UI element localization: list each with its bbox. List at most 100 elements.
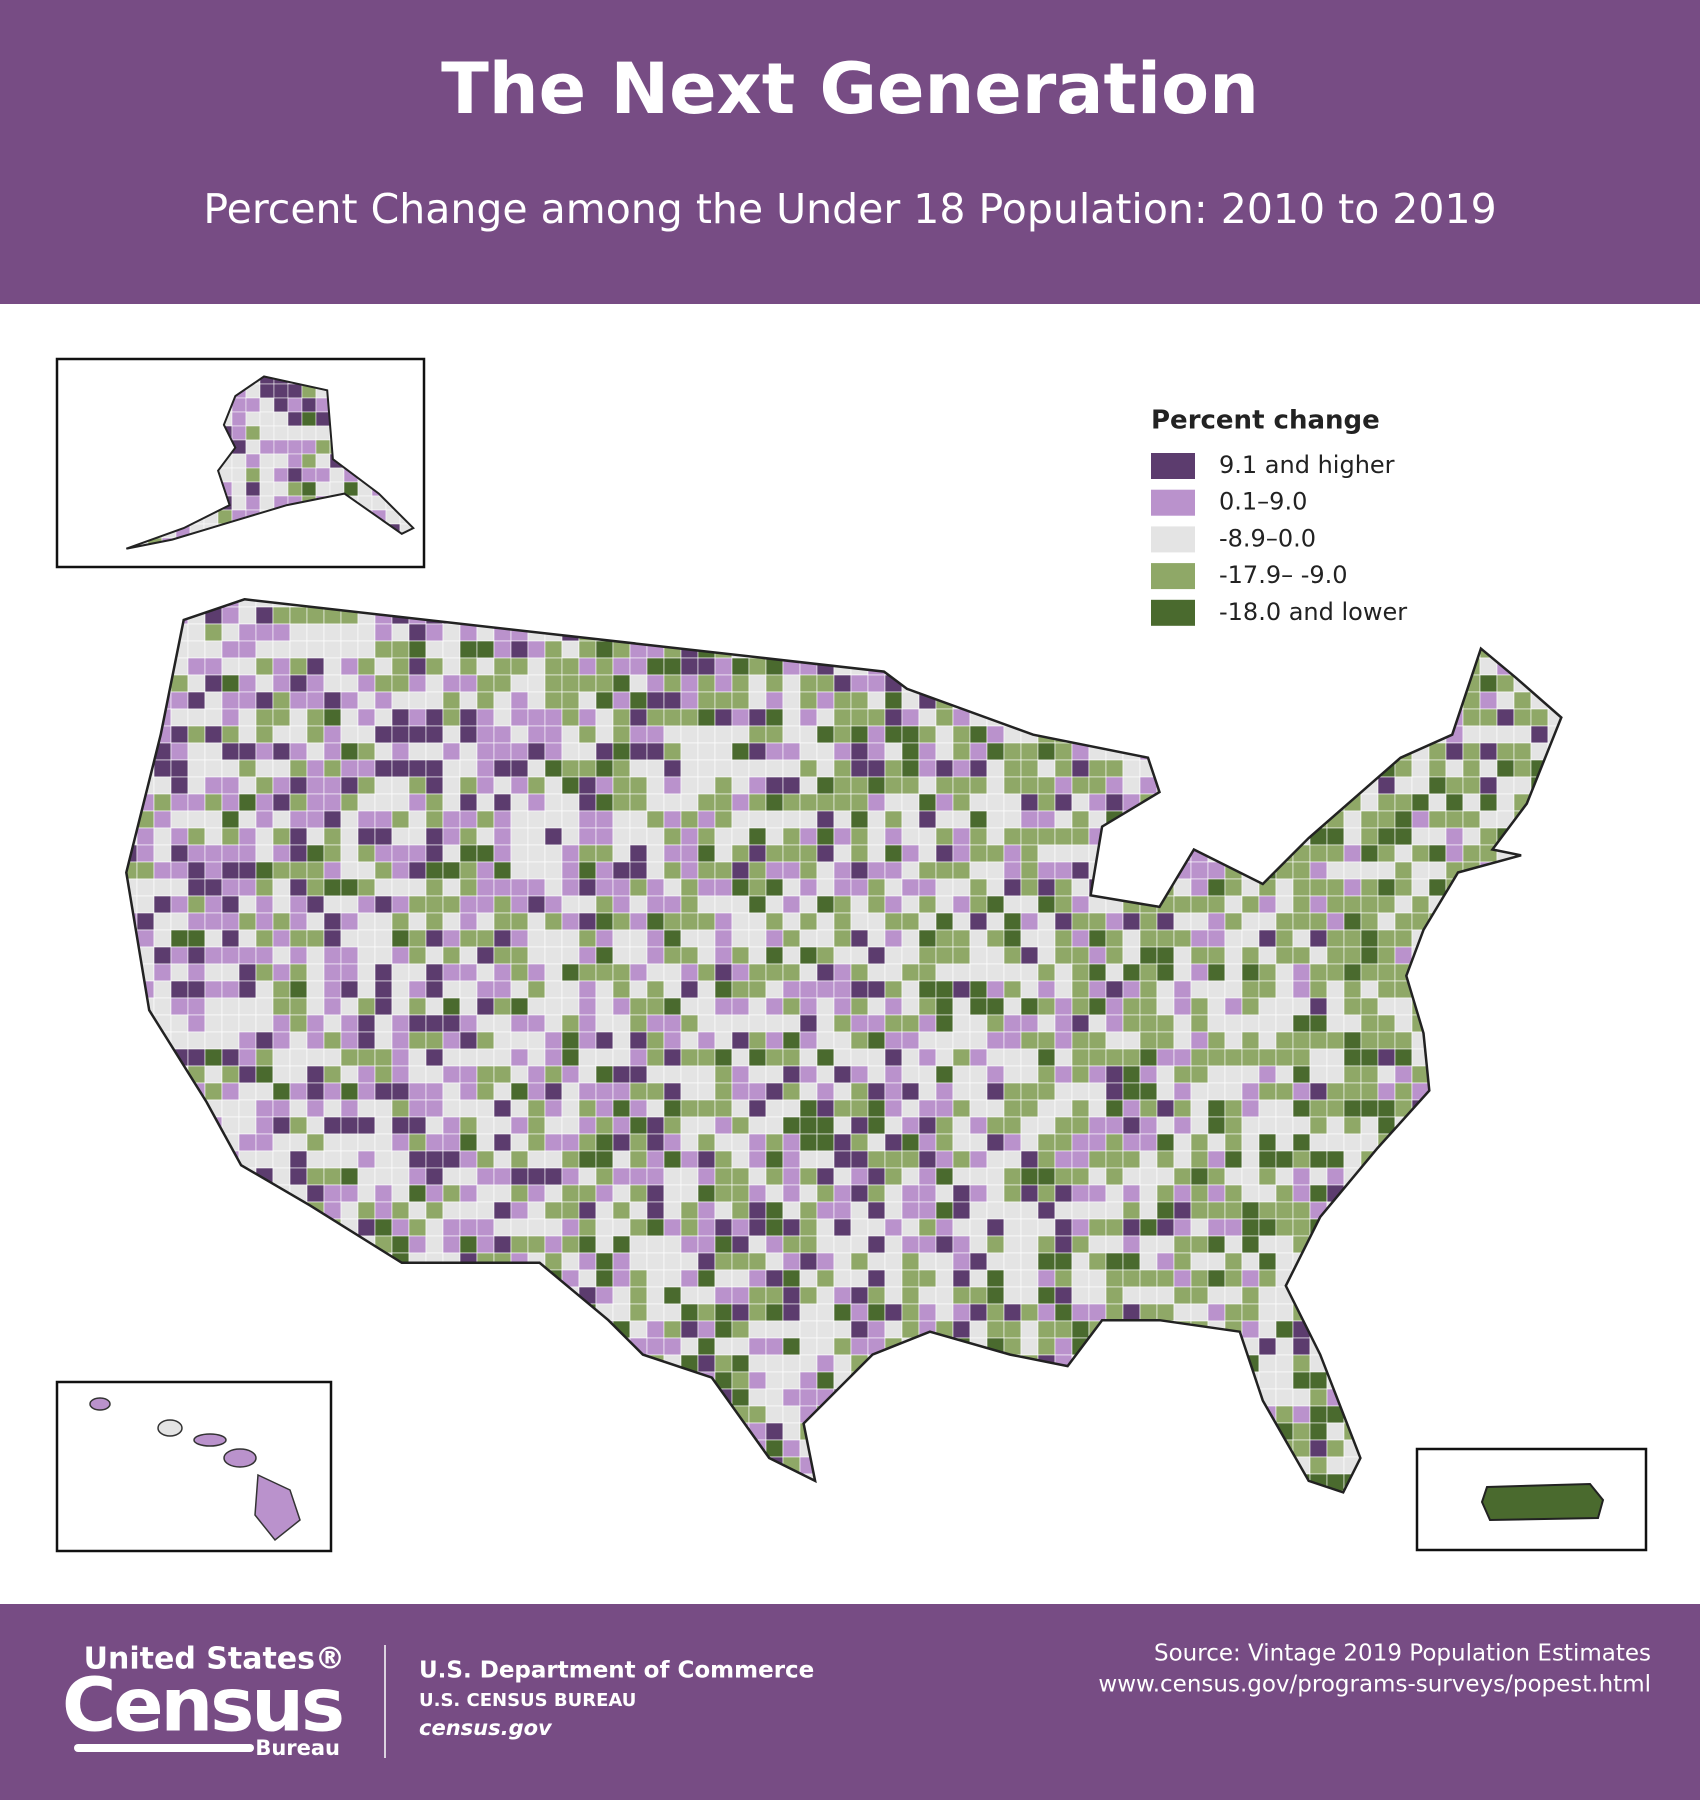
county-tile	[1071, 674, 1090, 693]
county-tile	[1207, 776, 1226, 795]
county-tile	[374, 997, 393, 1016]
county-tile	[1462, 1320, 1481, 1339]
county-tile	[544, 1218, 563, 1237]
county-tile	[714, 946, 733, 965]
county-tile	[969, 878, 988, 897]
county-tile	[748, 657, 767, 676]
county-tile	[374, 1150, 393, 1169]
county-tile	[442, 1065, 461, 1084]
county-tile	[1513, 929, 1532, 948]
borough-tile	[259, 439, 275, 455]
county-tile	[714, 980, 733, 999]
county-tile	[1309, 1320, 1328, 1339]
county-tile	[901, 1218, 920, 1237]
county-tile	[714, 1031, 733, 1050]
county-tile	[816, 1337, 835, 1356]
county-tile	[1224, 1456, 1243, 1475]
county-tile	[918, 810, 937, 829]
county-tile	[425, 1014, 444, 1033]
county-tile	[1020, 759, 1039, 778]
county-tile	[714, 912, 733, 931]
county-tile	[986, 1320, 1005, 1339]
county-tile	[1445, 1218, 1464, 1237]
county-tile	[1326, 674, 1345, 693]
county-tile	[612, 623, 631, 642]
county-tile	[1173, 997, 1192, 1016]
county-tile	[918, 1167, 937, 1186]
county-tile	[1513, 980, 1532, 999]
county-tile	[901, 1065, 920, 1084]
county-tile	[612, 1371, 631, 1390]
county-tile	[1394, 691, 1413, 710]
county-tile	[408, 827, 427, 846]
county-tile	[1105, 599, 1124, 608]
county-tile	[221, 1184, 240, 1203]
county-tile	[221, 980, 240, 999]
county-tile	[1105, 1014, 1124, 1033]
county-tile	[170, 980, 189, 999]
county-tile	[748, 878, 767, 897]
county-tile	[1462, 742, 1481, 761]
county-tile	[1496, 640, 1515, 659]
county-tile	[126, 1303, 138, 1322]
county-tile	[1360, 1286, 1379, 1305]
county-tile	[1547, 1184, 1562, 1203]
county-tile	[289, 759, 308, 778]
county-tile	[1343, 759, 1362, 778]
county-tile	[1037, 1031, 1056, 1050]
county-tile	[1088, 1422, 1107, 1441]
county-tile	[595, 980, 614, 999]
county-tile	[1496, 1388, 1515, 1407]
county-tile	[1258, 1150, 1277, 1169]
county-tile	[340, 895, 359, 914]
county-tile	[289, 776, 308, 795]
county-tile	[408, 1473, 427, 1492]
county-tile	[476, 963, 495, 982]
county-tile	[969, 1014, 988, 1033]
county-tile	[1547, 861, 1562, 880]
county-tile	[1003, 1031, 1022, 1050]
county-tile	[1360, 1252, 1379, 1271]
county-tile	[884, 1422, 903, 1441]
county-tile	[663, 997, 682, 1016]
county-tile	[442, 1082, 461, 1101]
county-tile	[357, 912, 376, 931]
county-tile	[1309, 963, 1328, 982]
county-tile	[731, 708, 750, 727]
county-tile	[510, 1031, 529, 1050]
county-tile	[748, 912, 767, 931]
county-tile	[544, 963, 563, 982]
county-tile	[1547, 599, 1562, 608]
alaska-outline	[125, 375, 415, 550]
county-tile	[612, 1354, 631, 1373]
county-tile	[408, 963, 427, 982]
county-tile	[1479, 793, 1498, 812]
county-tile	[1105, 1371, 1124, 1390]
county-tile	[714, 1490, 733, 1493]
county-tile	[1054, 861, 1073, 880]
county-tile	[646, 776, 665, 795]
county-tile	[357, 793, 376, 812]
county-tile	[255, 691, 274, 710]
county-tile	[442, 1235, 461, 1254]
county-tile	[442, 725, 461, 744]
county-tile	[459, 895, 478, 914]
county-tile	[1428, 1354, 1447, 1373]
county-tile	[126, 1031, 138, 1050]
county-tile	[1530, 606, 1549, 625]
county-tile	[1241, 912, 1260, 931]
county-tile	[816, 1167, 835, 1186]
county-tile	[204, 980, 223, 999]
county-tile	[578, 827, 597, 846]
county-tile	[391, 929, 410, 948]
county-tile	[493, 1065, 512, 1084]
county-tile	[1343, 1388, 1362, 1407]
county-tile	[126, 1252, 138, 1271]
county-tile	[1411, 1303, 1430, 1322]
county-tile	[867, 640, 886, 659]
county-tile	[1003, 640, 1022, 659]
county-tile	[799, 1014, 818, 1033]
county-tile	[1292, 963, 1311, 982]
county-tile	[442, 1116, 461, 1135]
county-tile	[765, 623, 784, 642]
